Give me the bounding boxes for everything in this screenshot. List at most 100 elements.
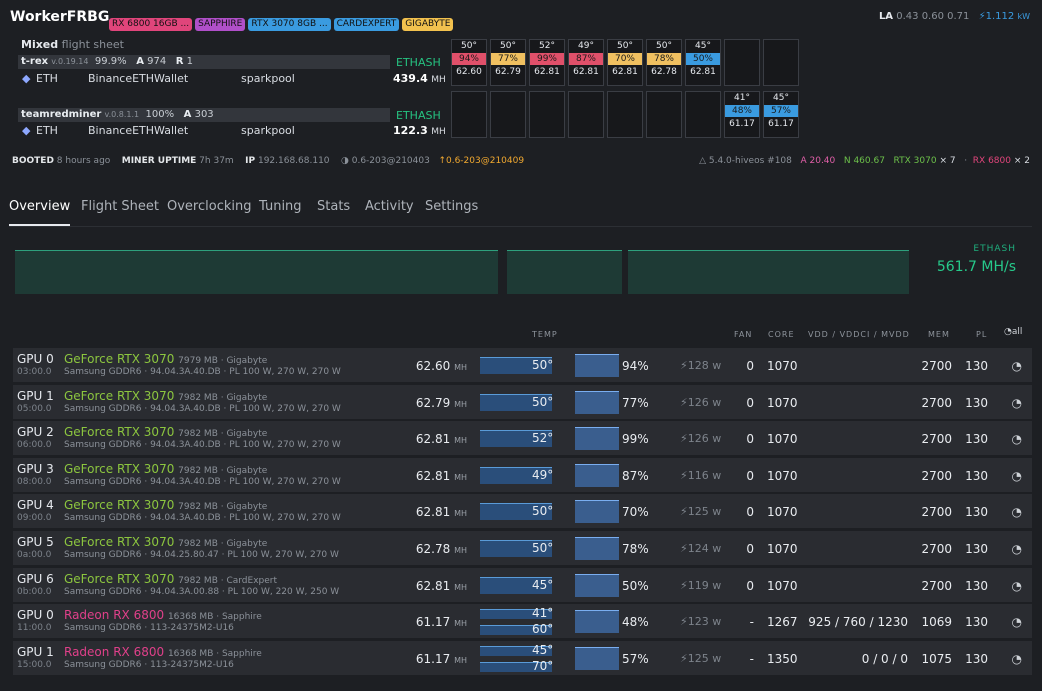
la-values: 0.43 0.60 0.71 [896,11,970,22]
upgrade-version[interactable]: 0.6-203@210409 [445,156,525,166]
mini-hash: 62.78 [651,67,677,77]
gpu-name: GeForce RTX 3070 [64,425,175,440]
gpu-mini-cell[interactable] [451,91,487,138]
gpu-memory: 7982 MB · Gigabyte [178,429,268,440]
gpu-power: ⚡125 w [680,505,721,518]
oc-gauge-icon[interactable]: ◔ [1011,359,1022,373]
gpu-mini-cell[interactable]: 50° 77% 62.79 [490,39,526,86]
gpu-mini-cell[interactable]: 50° 70% 62.81 [607,39,643,86]
gpu-id: GPU 1 [17,644,54,659]
bolt-icon: ⚡ [680,432,688,446]
oc-gauge-icon[interactable]: ◔ [1011,468,1022,483]
gpu-hash-value: 62.78 [415,542,451,556]
tag-badge[interactable]: RX 6800 16GB ... [109,18,193,31]
gpu-mini-cell[interactable] [724,39,760,86]
gpu-row[interactable]: GPU 5 0a:00.0 GeForce RTX 3070 7982 MB · G… [13,531,1032,566]
gpu-power: ⚡126 w [680,396,721,409]
gpu-row[interactable]: GPU 6 0b:00.0 GeForce RTX 3070 7982 MB · C… [13,567,1032,603]
gpu-details: Samsung GDDR6 · 94.04.3A.40.DB · PL 100 … [64,440,341,451]
gpu-mini-cell[interactable]: 45° 50% 62.81 [685,39,721,86]
oc-gauge-icon[interactable]: ◔ [1011,542,1022,556]
gpu-bus: 09:00.0 [17,513,52,524]
gpu-bus: 05:00.0 [17,403,52,414]
oc-gauge-icon[interactable]: ◔ [1011,615,1022,630]
gpu-row[interactable]: GPU 0 03:00.0 GeForce RTX 3070 7979 MB · G… [13,348,1032,383]
tag-badge[interactable]: GIGABYTE [402,18,454,31]
gpu-model: GeForce RTX 3070 7982 MB · Gigabyte [64,389,267,403]
gpu-power: ⚡124 w [680,542,721,555]
mini-fan: 94% [452,53,486,65]
hash-unit: MH [431,127,446,137]
gpu-temp: 52° [532,431,554,446]
gpu-hashrate: 62.81 MH [416,579,467,593]
gpu-name: GeForce RTX 3070 [64,388,175,403]
gpu-power: ⚡125 w [680,652,721,665]
pool: sparkpool [241,72,295,85]
miner-trex-row[interactable]: t-rex v.0.19.14 99.9% A 974 R 1 [18,55,390,69]
col-core: CORE [768,330,795,339]
gpu-mini-cell[interactable]: 52° 99% 62.81 [529,39,565,86]
gpu-mini-cell[interactable] [763,39,799,86]
gpu-mem-temp: 70° [532,658,554,673]
power-value: 125 w [687,651,722,665]
tag-badge[interactable]: SAPPHIRE [195,18,246,31]
flight-sheet-label[interactable]: Mixed flight sheet [21,38,124,51]
miner-trm-row[interactable]: teamredminer v.0.8.1.1 100% A 303 [18,108,390,122]
tag-badge[interactable]: RTX 3070 8GB ... [248,18,331,31]
gpu-mini-cell[interactable]: 49° 87% 62.81 [568,39,604,86]
gpu-mini-cell[interactable] [490,91,526,138]
tab-overclocking[interactable]: Overclocking [167,199,252,214]
tab-tuning[interactable]: Tuning [259,199,302,214]
power-limit: 130 [965,615,988,630]
col-all[interactable]: ◔all [1004,327,1022,337]
gpu-fan: 99% [622,432,649,447]
gpu-memory: 7982 MB · CardExpert [178,575,278,586]
booted-label: BOOTED [12,156,54,166]
gpu-model: GeForce RTX 3070 7979 MB · Gigabyte [64,352,267,366]
gpu-name: GeForce RTX 3070 [64,352,175,366]
gpu-row[interactable]: GPU 1 15:00.0 Radeon RX 6800 16368 MB · Sa… [13,640,1032,676]
gpu-row[interactable]: GPU 1 05:00.0 GeForce RTX 3070 7982 MB · G… [13,384,1032,420]
core-clock: 1070 [767,395,798,410]
gpu-details: Samsung GDDR6 · 94.04.3A.40.DB · PL 100 … [64,403,341,414]
gpu-model: GeForce RTX 3070 7982 MB · Gigabyte [64,498,267,512]
oc-gauge-icon[interactable]: ◔ [1011,432,1022,447]
gpu-mini-cell[interactable]: 41° 48% 61.17 [724,91,760,138]
gpu-mini-cell[interactable]: 45° 57% 61.17 [763,91,799,138]
mini-hash: 62.81 [534,67,560,77]
graph-hashrate: 561.7 MH/s [936,259,1016,275]
oc-gauge-icon[interactable]: ◔ [1011,578,1022,593]
gpu-row[interactable]: GPU 2 06:00.0 GeForce RTX 3070 7982 MB · G… [13,421,1032,457]
gpu-row[interactable]: GPU 0 11:00.0 Radeon RX 6800 16368 MB · Sa… [13,604,1032,640]
gpu-row[interactable]: GPU 4 09:00.0 GeForce RTX 3070 7982 MB · G… [13,494,1032,530]
mini-temp: 50° [500,41,516,51]
kernel: 5.4.0-hiveos #108 [708,156,792,166]
gpu-mini-cell[interactable] [685,91,721,138]
tab-activity[interactable]: Activity [365,199,414,214]
tab-flight-sheet[interactable]: Flight Sheet [81,199,160,214]
bolt-icon: ⚡ [680,468,688,482]
tag-badge[interactable]: CARDEXPERT [333,18,400,31]
tab-overview[interactable]: Overview [9,199,71,214]
gpu-name: GeForce RTX 3070 [64,535,175,549]
gpu-mini-cell[interactable]: 50° 94% 62.60 [451,39,487,86]
oc-gauge-icon[interactable]: ◔ [1011,395,1022,410]
tab-settings[interactable]: Settings [425,199,479,214]
gpu-mini-cell[interactable] [568,91,604,138]
mini-hash: 61.17 [768,119,794,129]
power-limit: 130 [965,359,988,373]
oc-gauge-icon[interactable]: ◔ [1011,505,1022,520]
gpu-mini-cell[interactable] [607,91,643,138]
gpu-mem-temp: 60° [532,622,554,637]
oc-gauge-icon[interactable]: ◔ [1011,651,1022,666]
gpu-row[interactable]: GPU 3 08:00.0 GeForce RTX 3070 7982 MB · G… [13,457,1032,493]
core-clock: 1350 [767,651,798,666]
mini-fan: 78% [647,53,681,65]
eth-icon: ◆ [22,124,31,137]
gpu-mini-cell[interactable] [646,91,682,138]
gpu-memory: 7982 MB · Gigabyte [178,392,268,403]
gpu-mini-cell[interactable] [529,91,565,138]
gpu-mini-cell[interactable]: 50° 78% 62.78 [646,39,682,86]
tab-stats[interactable]: Stats [317,199,351,214]
gpu-id: GPU 4 [17,498,54,513]
